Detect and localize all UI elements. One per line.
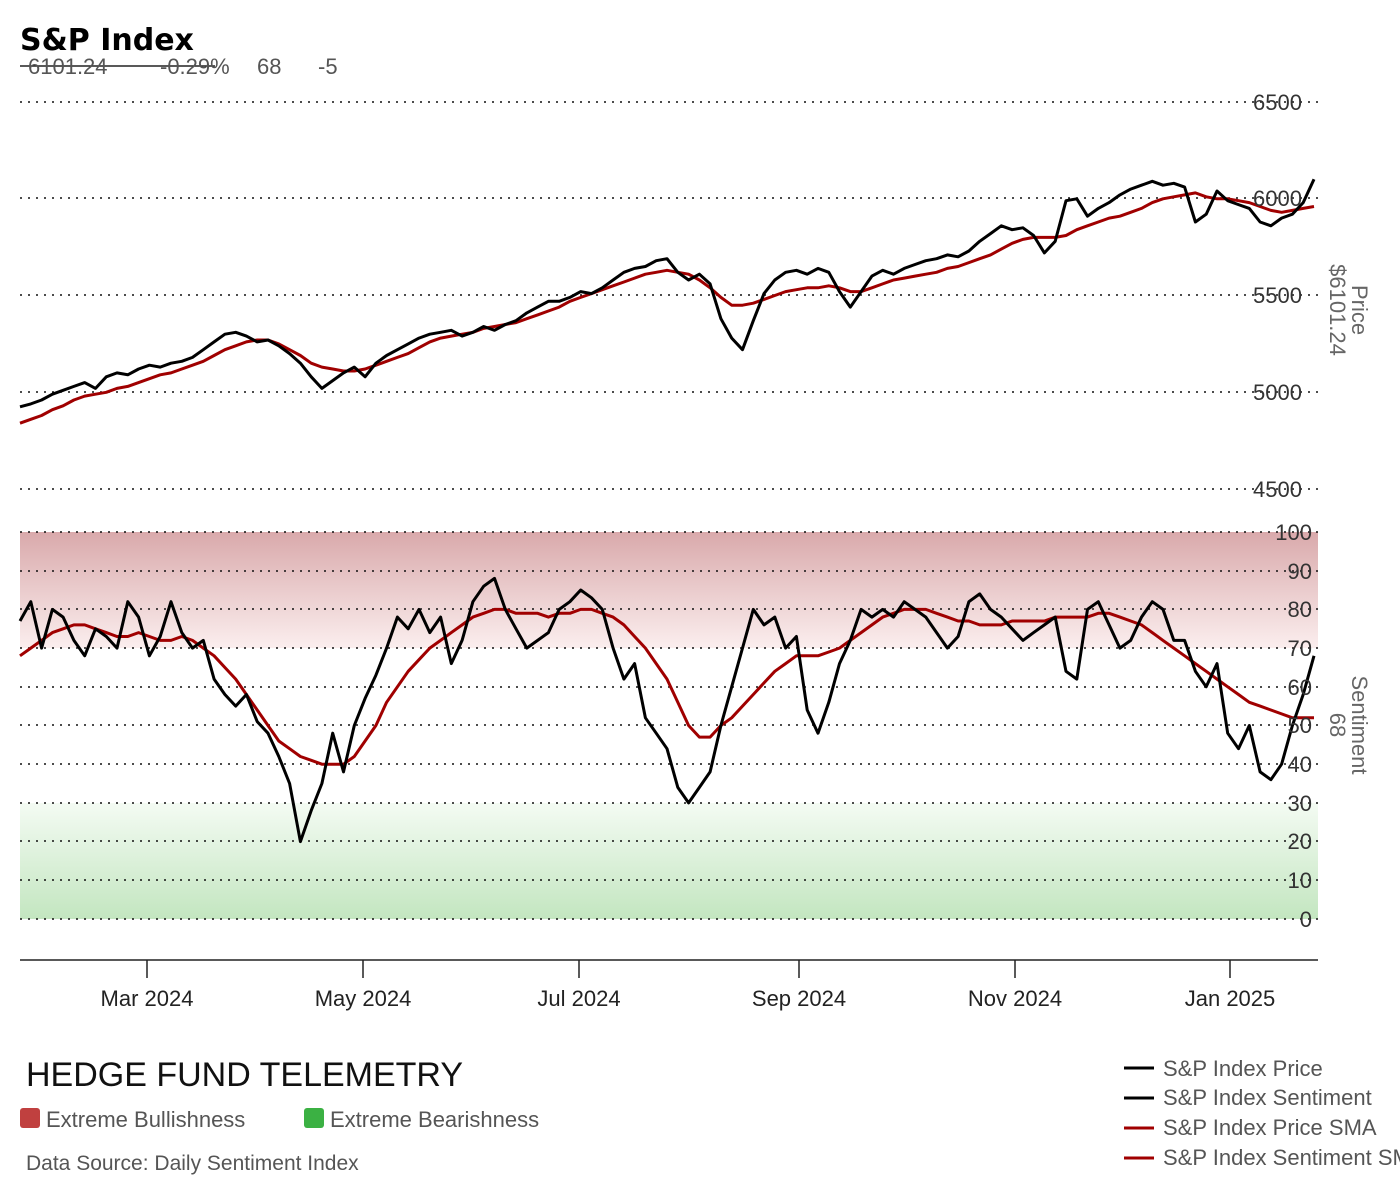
sentiment-tick-labels: 100 90 80 70 60 50 40 30 20 10 0	[1275, 520, 1312, 932]
series-legend: S&P Index Price S&P Index Sentiment S&P …	[1124, 1056, 1400, 1170]
brand-name: HEDGE FUND TELEMETRY	[26, 1056, 463, 1094]
x-tick-label: Jul 2024	[537, 986, 620, 1011]
price-gridlines	[20, 101, 1318, 490]
bullishness-label: Extreme Bullishness	[46, 1107, 245, 1132]
price-tick-label: 5500	[1253, 283, 1302, 308]
sentiment-tick-label: 20	[1288, 829, 1312, 854]
chart-title: S&P Index	[20, 23, 194, 58]
header-price: 6101.24	[28, 54, 108, 79]
x-tick-label: Nov 2024	[968, 986, 1062, 1011]
x-tick-label: Sep 2024	[752, 986, 846, 1011]
legend-label-sentiment: S&P Index Sentiment	[1163, 1085, 1372, 1110]
legend-label-sentiment-sma: S&P Index Sentiment SMA	[1163, 1145, 1400, 1170]
price-tick-label: 6000	[1253, 186, 1302, 211]
data-source: Data Source: Daily Sentiment Index	[26, 1152, 359, 1175]
sentiment-tick-label: 60	[1288, 675, 1312, 700]
bearishness-swatch	[304, 1108, 324, 1128]
sentiment-tick-label: 90	[1288, 559, 1312, 584]
legend-label-price-sma: S&P Index Price SMA	[1163, 1115, 1377, 1140]
price-axis-value: $6101.24	[1325, 264, 1350, 356]
sentiment-tick-label: 70	[1288, 636, 1312, 661]
sentiment-tick-label: 10	[1288, 868, 1312, 893]
x-tick-label: Jan 2025	[1185, 986, 1276, 1011]
sentiment-sma-series-line	[19, 607, 1314, 766]
bullishness-swatch	[20, 1108, 40, 1128]
price-sma-series-line	[19, 191, 1315, 425]
sentiment-tick-label: 50	[1288, 713, 1312, 738]
sentiment-gridlines	[20, 531, 1318, 920]
header-change: -0.29%	[160, 54, 230, 79]
sentiment-tick-label: 80	[1288, 597, 1312, 622]
header-sentiment-change: -5	[318, 54, 338, 79]
x-tick-label: May 2024	[315, 986, 412, 1011]
x-axis-ticks: Mar 2024 May 2024 Jul 2024 Sep 2024 Nov …	[101, 960, 1276, 1011]
legend-label-price: S&P Index Price	[1163, 1056, 1323, 1081]
price-tick-labels: 6500 6000 5500 5000 4500	[1253, 90, 1302, 502]
sentiment-tick-label: 40	[1288, 752, 1312, 777]
price-series-line	[19, 178, 1316, 409]
sentiment-axis-title: Sentiment	[1347, 675, 1372, 774]
price-axis-title: Price	[1347, 285, 1372, 335]
header-sentiment: 68	[257, 54, 281, 79]
x-tick-label: Mar 2024	[101, 986, 194, 1011]
sentiment-series-line	[18, 576, 1316, 844]
sentiment-tick-label: 100	[1275, 520, 1312, 545]
price-tick-label: 4500	[1253, 477, 1302, 502]
bearishness-label: Extreme Bearishness	[330, 1107, 539, 1132]
sentiment-tick-label: 30	[1288, 791, 1312, 816]
sentiment-axis-title-group: Sentiment 68	[1325, 675, 1372, 774]
price-tick-label: 6500	[1253, 90, 1302, 115]
price-tick-label: 5000	[1253, 380, 1302, 405]
sentiment-tick-label: 0	[1300, 907, 1312, 932]
sentiment-axis-value: 68	[1325, 713, 1350, 737]
extreme-bearishness-zone	[20, 803, 1318, 919]
price-axis-title-group: Price $6101.24	[1325, 264, 1372, 356]
extreme-bullishness-zone	[20, 532, 1318, 648]
